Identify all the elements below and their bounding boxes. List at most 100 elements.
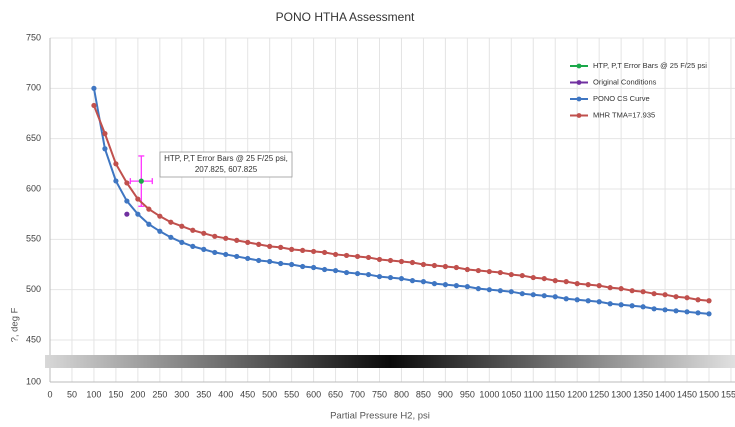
point [585,298,591,304]
legend-label: Original Conditions [593,77,657,86]
point [519,291,525,297]
x-tick-label: 950 [460,389,475,399]
point [190,227,196,233]
point [640,304,646,310]
legend-marker [576,96,582,102]
point [321,249,328,256]
x-tick-label: 1500 [699,389,719,399]
legend-marker [576,63,582,69]
point [530,274,536,281]
x-tick-label: 1350 [633,389,653,399]
point [102,131,108,137]
x-tick-label: 1400 [655,389,675,399]
point [387,274,394,281]
point [311,264,317,271]
y-tick-label: 700 [26,83,41,93]
point [607,285,613,291]
point [431,281,438,287]
point [519,272,525,279]
legend-label: PONO CS Curve [593,94,650,103]
point [212,249,218,256]
point [607,301,613,307]
x-tick-label: 1550 [721,389,735,399]
point [212,233,218,239]
x-tick-label: 800 [394,389,409,399]
point [563,296,569,302]
point [179,223,185,229]
point [541,293,547,299]
y-tick-label: 500 [26,284,41,294]
point [245,255,251,262]
point [563,279,569,285]
x-tick-label: 1000 [479,389,499,399]
point [113,178,119,184]
point [574,281,580,287]
point [135,211,141,217]
point [223,251,229,258]
point [321,266,328,273]
gradient-bar [45,355,735,368]
point [113,161,119,167]
point [431,262,438,269]
point [464,284,470,290]
x-tick-label: 200 [130,389,145,399]
y-axis-title: ?, deg F [10,307,21,342]
point [354,270,361,277]
point [552,278,558,284]
point [343,252,350,259]
point [267,243,273,249]
point [223,235,229,241]
x-tick-label: 650 [328,389,343,399]
point [695,310,701,316]
point [552,294,558,300]
point [442,263,448,270]
point [651,306,657,312]
point [453,283,459,289]
point [365,271,372,278]
point [343,269,350,276]
point [168,219,174,225]
point [475,267,481,274]
point [245,239,251,245]
point [673,308,679,314]
point [442,282,448,288]
x-tick-label: 50 [67,389,77,399]
y-tick-label: 750 [26,32,41,42]
point [267,258,273,265]
point [168,234,174,240]
x-tick-label: 500 [262,389,277,399]
point [376,256,383,263]
point [300,247,306,254]
point [508,271,514,278]
x-tick-label: 1250 [589,389,609,399]
point [256,257,262,264]
point [629,288,635,294]
x-tick-label: 700 [350,389,365,399]
point [398,258,405,265]
point [684,309,690,315]
point [409,259,416,266]
point [409,278,416,284]
point [190,243,196,249]
point [618,302,624,308]
point [508,289,514,295]
point [706,311,712,317]
point [453,264,459,271]
annotation-text: 207.825, 607.825 [195,165,258,174]
point [332,267,339,274]
point [420,261,427,268]
point [365,254,372,261]
point [102,146,108,152]
point [311,248,317,255]
x-tick-label: 400 [218,389,233,399]
point [332,251,339,258]
x-tick-label: 450 [240,389,255,399]
point [486,268,492,275]
x-tick-label: 100 [86,389,101,399]
point [138,178,144,184]
point [651,291,657,297]
point [354,253,361,260]
grid [49,37,735,383]
y-tick-label: 550 [26,234,41,244]
